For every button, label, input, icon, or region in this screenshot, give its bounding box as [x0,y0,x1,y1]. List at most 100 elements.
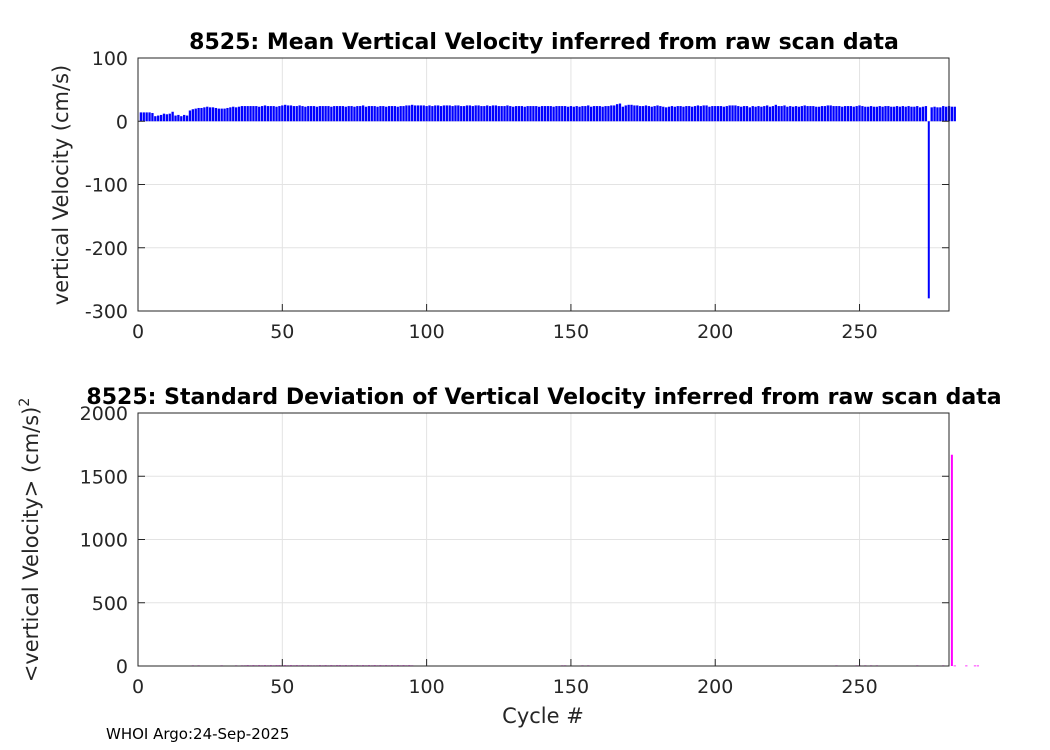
mean-velocity-subplot: 8525: Mean Vertical Velocity inferred fr… [49,30,956,343]
mean-bar-cycle-66 [327,106,330,122]
mean-bar-cycle-223 [780,106,783,122]
mean-bar-cycle-92 [402,106,405,122]
mean-bar-cycle-70 [338,106,342,122]
mean-bar-cycle-30 [223,108,226,122]
mean-bar-cycle-99 [422,105,425,122]
mean-bar-cycle-186 [673,106,676,122]
mean-bar-cycle-119 [480,106,483,122]
mean-bar-cycle-168 [621,106,625,122]
mean-bar-cycle-24 [206,106,209,122]
mean-bar-cycle-263 [895,106,899,122]
mean-bar-cycle-25 [208,107,212,122]
mean-y-tick-label: -100 [85,175,128,197]
mean-bar-cycle-10 [165,114,169,122]
mean-bar-cycle-84 [379,106,382,122]
mean-bar-cycle-170 [627,104,630,122]
mean-bar-cycle-55 [295,106,298,122]
mean-bar-cycle-271 [918,107,922,122]
mean-bar-cycle-63 [318,106,321,122]
mean-bar-cycle-188 [679,106,682,122]
mean-bar-cycle-180 [656,105,659,122]
mean-bar-cycle-230 [800,106,803,122]
mean-bar-cycle-107 [445,105,448,122]
mean-bar-cycle-253 [867,106,870,122]
mean-bar-cycle-122 [488,106,492,122]
mean-bar-cycle-192 [690,106,694,122]
mean-bar-cycle-252 [864,106,867,122]
mean-bar-cycle-40 [252,106,255,122]
mean-bar-cycle-204 [725,106,728,122]
mean-bar-cycle-177 [647,106,650,122]
mean-bar-cycle-183 [665,107,668,122]
stddev-bar-cycle-282 [950,454,953,666]
stddev-x-tick-label: 150 [553,676,589,698]
mean-bar-cycle-32 [229,107,232,122]
mean-bar-cycle-123 [491,105,495,122]
mean-bar-cycle-33 [232,106,235,122]
mean-velocity-title: 8525: Mean Vertical Velocity inferred fr… [189,30,899,55]
mean-bar-cycle-68 [333,106,336,122]
mean-bar-cycle-194 [696,105,700,122]
mean-bar-cycle-270 [916,106,919,122]
mean-bar-cycle-16 [183,114,186,122]
mean-bar-cycle-235 [815,106,818,122]
stddev-y-tick-label: 500 [92,593,128,615]
mean-bar-cycle-274 [927,121,930,299]
mean-bar-cycle-164 [610,105,613,122]
mean-bar-cycle-201 [716,106,720,122]
mean-bar-cycle-97 [416,105,420,122]
mean-bar-cycle-31 [226,107,229,122]
mean-bar-cycle-28 [217,108,220,122]
mean-bar-cycle-279 [942,106,945,122]
mean-bar-cycle-121 [486,105,489,122]
mean-bar-cycle-53 [289,105,293,122]
mean-bar-cycle-89 [393,106,397,122]
mean-bar-cycle-50 [281,105,284,122]
mean-bar-cycle-39 [249,106,252,122]
mean-bar-cycle-118 [477,105,480,122]
mean-bar-cycle-196 [702,105,705,122]
mean-bar-cycle-140 [540,106,544,122]
mean-bar-cycle-227 [791,106,795,122]
mean-bar-cycle-185 [670,106,674,122]
mean-bar-cycle-60 [310,106,313,122]
mean-bar-cycle-221 [774,104,777,122]
mean-bar-cycle-62 [315,106,319,122]
mean-bar-cycle-207 [734,105,737,122]
mean-bar-cycle-152 [575,106,578,122]
mean-bar-cycle-9 [162,113,166,122]
mean-bar-cycle-138 [535,106,538,122]
mean-bar-cycle-264 [898,106,902,122]
mean-bar-cycle-260 [887,106,890,122]
mean-bar-cycle-93 [405,105,408,122]
mean-bar-cycle-109 [451,106,454,122]
mean-bar-cycle-34 [234,107,238,122]
mean-bar-cycle-91 [399,106,402,122]
mean-bar-cycle-105 [439,106,443,122]
mean-bar-cycle-11 [168,113,171,122]
mean-bar-cycle-276 [933,106,936,122]
stddev-y-tick-label: 2000 [80,403,128,425]
mean-bar-cycle-94 [408,105,411,122]
mean-bar-cycle-232 [806,106,809,122]
mean-y-tick-label: 100 [92,48,128,70]
stddev-x-tick-label: 0 [132,676,144,698]
mean-bar-cycle-165 [613,105,616,122]
mean-bar-cycle-195 [699,106,702,122]
stddev-bar-cycle-287 [965,665,968,667]
mean-bar-cycle-216 [760,106,763,122]
mean-bar-cycle-139 [538,106,541,122]
mean-bar-cycle-56 [298,105,301,122]
mean-bar-cycle-206 [731,105,734,122]
mean-bar-cycle-108 [448,105,451,122]
mean-bar-cycle-282 [950,106,954,122]
mean-bar-cycle-193 [693,106,697,122]
mean-bar-cycle-23 [203,107,206,122]
mean-bar-cycle-80 [367,106,371,122]
mean-bar-cycle-157 [589,106,593,122]
mean-bar-cycle-75 [353,106,356,122]
mean-bar-cycle-110 [454,105,457,122]
mean-bar-cycle-256 [875,106,879,122]
mean-bar-cycle-233 [809,106,812,122]
mean-bar-cycle-208 [737,106,740,122]
